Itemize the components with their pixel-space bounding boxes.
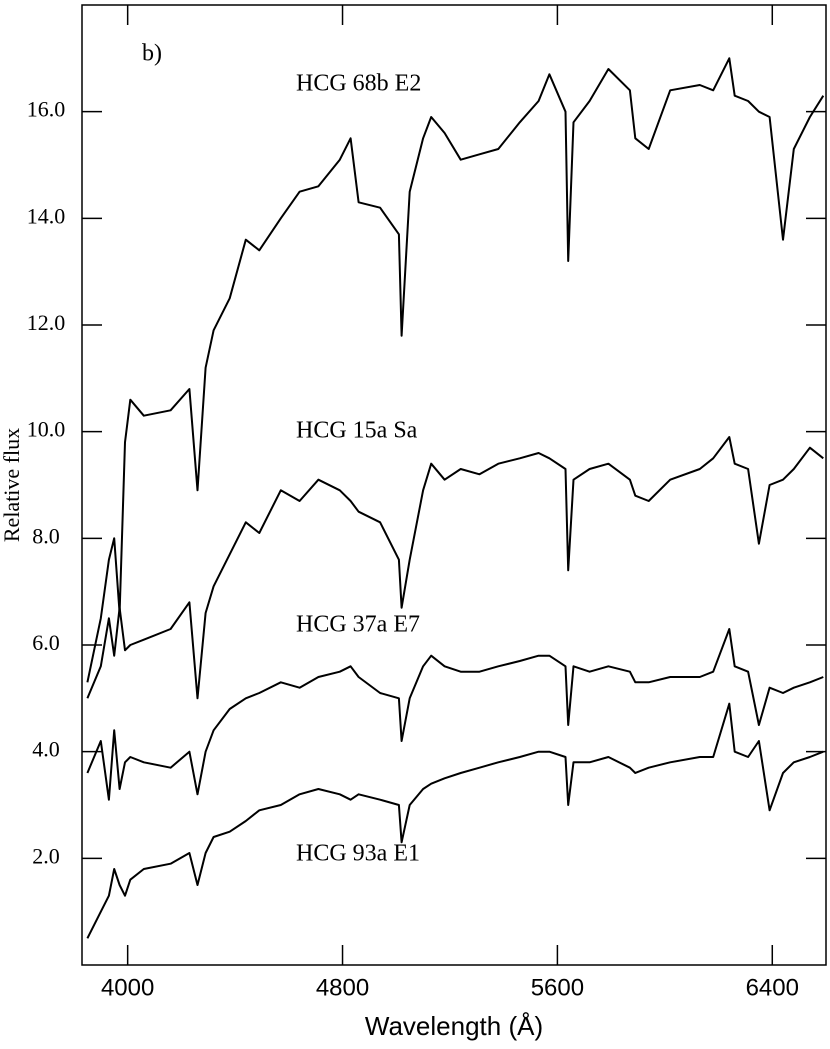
series-label: HCG 37a E7 [296,612,420,638]
y-tick-label: 2.0 [32,843,60,868]
y-tick-label: 16.0 [27,97,66,122]
y-tick-label: 8.0 [32,523,60,548]
series-label: HCG 15a Sa [296,418,418,444]
y-tick-label: 10.0 [27,417,66,442]
spectrum-line [86,702,824,939]
y-tick-label: 4.0 [32,737,60,762]
x-tick-label: 5600 [531,974,584,1001]
series-label: HCG 68b E2 [296,71,421,97]
y-tick-label: 14.0 [27,203,66,228]
series-label: HCG 93a E1 [296,841,420,867]
plot-frame [81,4,827,966]
spectrum-line [86,436,824,700]
spectrum-line [86,57,825,683]
spectrum-line [86,628,824,801]
x-tick-label: 4000 [101,974,154,1001]
y-tick-label: 12.0 [27,310,66,335]
x-axis-label: Wavelength (Å) [365,1011,543,1041]
y-tick-label: 6.0 [32,630,60,655]
y-axis-label: Relative flux [0,428,24,542]
panel-label: b) [142,41,162,67]
x-tick-label: 6400 [746,974,799,1001]
x-tick-label: 4800 [316,974,369,1001]
